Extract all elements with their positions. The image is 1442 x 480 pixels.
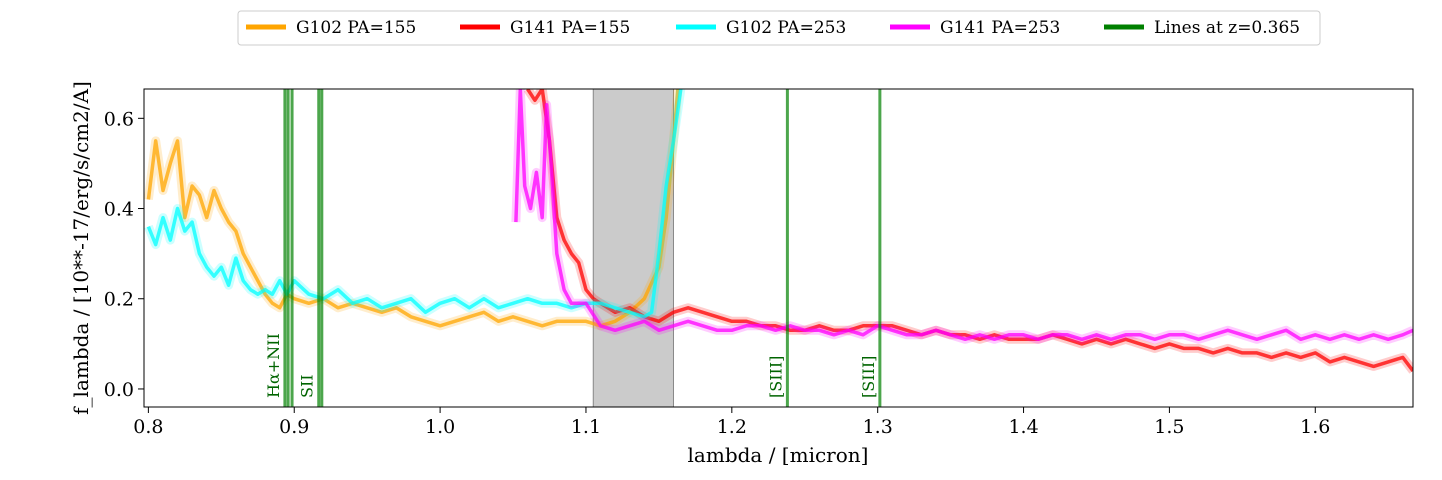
x-tick-label-6: 1.4	[1008, 416, 1038, 438]
plot-frame	[143, 88, 1414, 408]
x-tick-label-0: 0.8	[133, 416, 163, 438]
emission-line-labels: Hα+NII SII [SIII] [SIII]	[264, 333, 878, 398]
legend-label-1: G141 PA=155	[510, 18, 630, 38]
x-tick-label-3: 1.1	[571, 416, 601, 438]
y-axis-ticks: 0.0 0.2 0.4 0.6	[104, 108, 144, 401]
emission-line-label-0: Hα+NII	[264, 333, 283, 398]
y-tick-label-2: 0.4	[104, 199, 134, 221]
emission-line-label-1: SII	[298, 374, 317, 398]
series-line-3	[514, 89, 1413, 342]
legend-label-2: G102 PA=253	[726, 18, 846, 38]
x-tick-label-1: 0.9	[279, 416, 309, 438]
y-tick-label-1: 0.2	[104, 289, 134, 311]
x-axis-label: lambda / [micron]	[688, 443, 869, 467]
legend-label-0: G102 PA=155	[296, 18, 416, 38]
emission-line-label-3: [SIII]	[859, 356, 878, 398]
x-axis-ticks: 0.8 0.9 1.0 1.1 1.2 1.3 1.4 1.5 1.6	[133, 407, 1330, 438]
emission-line-label-2: [SIII]	[766, 356, 785, 398]
legend-label-3: G141 PA=253	[940, 18, 1060, 38]
x-tick-label-4: 1.2	[717, 416, 747, 438]
series-layer	[144, 89, 1413, 374]
emission-lines-layer	[283, 89, 882, 407]
legend: G102 PA=155 G141 PA=155 G102 PA=253 G141 PA…	[237, 10, 1321, 46]
x-tick-label-7: 1.5	[1154, 416, 1184, 438]
x-tick-label-5: 1.3	[863, 416, 893, 438]
x-tick-label-8: 1.6	[1300, 416, 1330, 438]
series-line-2	[146, 89, 683, 319]
y-tick-label-0: 0.0	[104, 379, 134, 401]
x-tick-label-2: 1.0	[425, 416, 455, 438]
legend-frame	[237, 10, 1321, 46]
y-axis-label: f_lambda / [10**-17/erg/s/cm2/A]	[69, 81, 93, 415]
legend-label-4: Lines at z=0.365	[1154, 18, 1300, 38]
y-tick-label-3: 0.6	[104, 108, 134, 130]
